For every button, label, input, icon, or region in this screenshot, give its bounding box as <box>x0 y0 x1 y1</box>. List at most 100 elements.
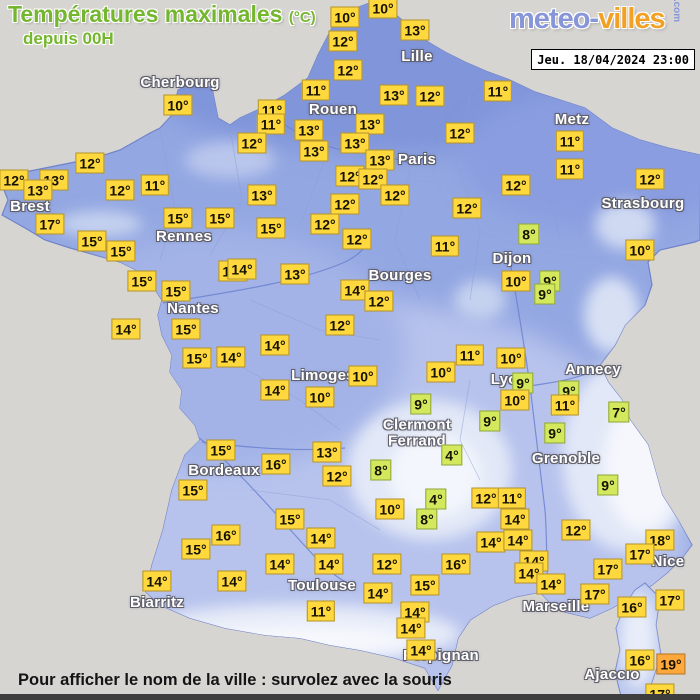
temp-label[interactable]: 12° <box>0 169 29 191</box>
temp-label[interactable]: 17° <box>655 589 685 611</box>
temp-label[interactable]: 8° <box>518 223 540 245</box>
temp-label[interactable]: 10° <box>368 0 398 19</box>
temp-label[interactable]: 12° <box>335 165 365 187</box>
temp-label[interactable]: 13° <box>379 84 409 106</box>
temp-label[interactable]: 13° <box>400 19 430 41</box>
temp-label[interactable]: 14° <box>514 562 544 584</box>
temp-label[interactable]: 14° <box>400 601 430 623</box>
temp-label[interactable]: 10° <box>163 94 193 116</box>
temp-label[interactable]: 14° <box>111 318 141 340</box>
temp-label[interactable]: 17° <box>35 213 65 235</box>
temp-label[interactable]: 15° <box>171 318 201 340</box>
temp-label[interactable]: 9° <box>410 393 432 415</box>
temp-label[interactable]: 16° <box>261 453 291 475</box>
temp-label[interactable]: 12° <box>364 290 394 312</box>
temp-label[interactable]: 14° <box>216 346 246 368</box>
temp-label[interactable]: 12° <box>372 553 402 575</box>
temp-label[interactable]: 12° <box>325 314 355 336</box>
temp-label[interactable]: 8° <box>416 508 438 530</box>
temp-label[interactable]: 15° <box>205 207 235 229</box>
temp-label[interactable]: 11° <box>550 394 580 416</box>
temp-label[interactable]: 14° <box>314 553 344 575</box>
temp-label[interactable]: 11° <box>497 487 527 509</box>
temp-label[interactable]: 12° <box>75 152 105 174</box>
temp-label[interactable]: 12° <box>342 228 372 250</box>
temp-label[interactable]: 12° <box>328 30 358 52</box>
temp-label[interactable]: 15° <box>77 230 107 252</box>
temp-label[interactable]: 16° <box>211 524 241 546</box>
temp-label[interactable]: 12° <box>445 122 475 144</box>
temp-label[interactable]: 10° <box>375 498 405 520</box>
temp-label[interactable]: 14° <box>536 573 566 595</box>
temp-label[interactable]: 13° <box>355 113 385 135</box>
temp-label[interactable]: 11° <box>555 130 585 152</box>
temp-label[interactable]: 11° <box>483 80 513 102</box>
temp-label[interactable]: 10° <box>305 386 335 408</box>
temp-label[interactable]: 15° <box>178 479 208 501</box>
temp-label[interactable]: 12° <box>471 487 501 509</box>
temp-label[interactable]: 7° <box>608 401 630 423</box>
temp-label[interactable]: 17° <box>593 558 623 580</box>
temp-label[interactable]: 11° <box>455 344 485 366</box>
temp-label[interactable]: 4° <box>425 488 447 510</box>
temp-label[interactable]: 9° <box>479 410 501 432</box>
temp-label[interactable]: 10° <box>625 239 655 261</box>
temp-label[interactable]: 12° <box>561 519 591 541</box>
temp-label[interactable]: 13° <box>312 441 342 463</box>
temp-label[interactable]: 12° <box>635 168 665 190</box>
temp-label[interactable]: 12° <box>452 197 482 219</box>
temp-label[interactable]: 14° <box>503 529 533 551</box>
temp-label[interactable]: 9° <box>597 474 619 496</box>
temp-label[interactable]: 11° <box>140 174 170 196</box>
temp-label[interactable]: 12° <box>380 184 410 206</box>
temp-label[interactable]: 10° <box>348 365 378 387</box>
temp-label[interactable]: 15° <box>163 207 193 229</box>
temp-label[interactable]: 15° <box>256 217 286 239</box>
temp-label[interactable]: 13° <box>340 132 370 154</box>
temp-label[interactable]: 14° <box>396 617 426 639</box>
temp-label[interactable]: 14° <box>265 553 295 575</box>
temp-label[interactable]: 12° <box>358 168 388 190</box>
temp-label[interactable]: 8° <box>370 459 392 481</box>
temp-label[interactable]: 10° <box>501 270 531 292</box>
temp-label[interactable]: 12° <box>330 193 360 215</box>
temp-label[interactable]: 16° <box>625 649 655 671</box>
temp-label[interactable]: 17° <box>580 583 610 605</box>
temp-label[interactable]: 13° <box>294 119 324 141</box>
temp-label[interactable]: 12° <box>333 59 363 81</box>
temp-label[interactable]: 13° <box>280 263 310 285</box>
temp-label[interactable]: 16° <box>441 553 471 575</box>
temp-label[interactable]: 12° <box>322 465 352 487</box>
temp-label[interactable]: 14° <box>363 582 393 604</box>
temp-label[interactable]: 10° <box>500 389 530 411</box>
temp-label[interactable]: 19° <box>656 653 686 675</box>
temp-label[interactable]: 14° <box>306 527 336 549</box>
temp-label[interactable]: 13° <box>247 184 277 206</box>
temp-label[interactable]: 15° <box>181 538 211 560</box>
temp-label[interactable]: 14° <box>142 570 172 592</box>
temp-label[interactable]: 15° <box>106 240 136 262</box>
temp-label[interactable]: 12° <box>310 213 340 235</box>
meteo-villes-logo[interactable]: meteo-villes .com <box>509 0 688 36</box>
temp-label[interactable]: 13° <box>365 149 395 171</box>
temp-label[interactable]: 13° <box>23 179 53 201</box>
temp-label[interactable]: 15° <box>275 508 305 530</box>
temp-label[interactable]: 10° <box>330 6 360 28</box>
temp-label[interactable]: 12° <box>415 85 445 107</box>
temp-label[interactable]: 15° <box>161 280 191 302</box>
temp-label[interactable]: 17° <box>625 543 655 565</box>
temp-label[interactable]: 13° <box>299 140 329 162</box>
temp-label[interactable]: 12° <box>105 179 135 201</box>
temp-label[interactable]: 12° <box>501 174 531 196</box>
temp-label[interactable]: 12° <box>237 132 267 154</box>
temp-label[interactable]: 16° <box>617 596 647 618</box>
temp-label[interactable]: 14° <box>476 531 506 553</box>
temp-label[interactable]: 11° <box>256 113 286 135</box>
temp-label[interactable]: 11° <box>555 158 585 180</box>
temp-label[interactable]: 14° <box>217 570 247 592</box>
temp-label[interactable]: 14° <box>260 334 290 356</box>
temp-label[interactable]: 10° <box>426 361 456 383</box>
temp-label[interactable]: 14° <box>500 508 530 530</box>
temp-label[interactable]: 14° <box>227 258 257 280</box>
temp-label[interactable]: 15° <box>410 574 440 596</box>
